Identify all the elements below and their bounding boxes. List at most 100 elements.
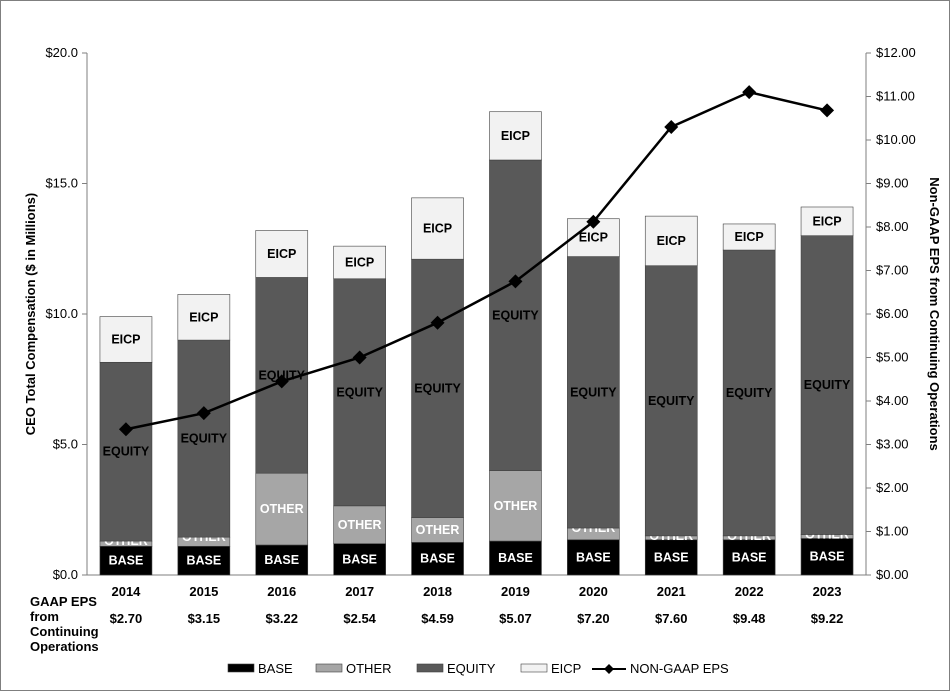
bar-equity: [489, 159, 542, 471]
gaap-eps-value: $3.15: [188, 611, 221, 626]
bar-equity: [177, 339, 231, 538]
bar-label-base: BASE: [186, 554, 221, 568]
right-tick-label: $2.00: [876, 480, 909, 495]
gaap-eps-label: from: [30, 609, 59, 624]
x-tick-label: 2016: [267, 584, 296, 599]
right-tick-label: $11.00: [876, 89, 915, 104]
right-tick-label: $8.00: [876, 219, 909, 234]
x-tick-label: 2019: [501, 584, 530, 599]
right-tick-label: $6.00: [876, 306, 909, 321]
bar-equity: [722, 249, 776, 537]
x-tick-label: 2023: [813, 584, 842, 599]
x-tick-label: 2014: [111, 584, 141, 599]
x-tick-label: 2018: [423, 584, 452, 599]
legend-swatch: [315, 663, 343, 673]
bar-eicp: [489, 111, 542, 161]
bar-label-eicp: EICP: [267, 247, 296, 261]
eps-marker: [664, 119, 679, 134]
bar-eicp: [800, 206, 854, 237]
bar-label-eicp: EICP: [579, 231, 608, 245]
legend-marker: [604, 664, 614, 674]
legend-label: EICP: [551, 661, 581, 676]
bar-label-eicp: EICP: [735, 230, 764, 244]
bar-base: [333, 543, 386, 576]
legend-label: NON-GAAP EPS: [630, 661, 729, 676]
bar-label-eicp: EICP: [111, 332, 140, 346]
x-tick-label: 2015: [189, 584, 218, 599]
bar-label-eicp: EICP: [345, 255, 374, 269]
bar-label-base: BASE: [576, 550, 611, 564]
bar-label-other: OTHER: [338, 518, 382, 532]
gaap-eps-label: GAAP EPS: [30, 594, 97, 609]
bar-base: [722, 539, 776, 576]
bar-other: [255, 472, 309, 546]
x-tick-label: 2017: [345, 584, 374, 599]
bar-other: [411, 517, 464, 543]
eps-marker: [274, 374, 289, 389]
bar-label-base: BASE: [498, 551, 533, 565]
bar-label-other: OTHER: [260, 502, 304, 516]
bar-label-base: BASE: [810, 550, 845, 564]
bar-eicp: [411, 197, 464, 260]
bar-label-equity: EQUITY: [181, 432, 228, 446]
gaap-eps-value: $2.54: [343, 611, 376, 626]
legend-swatch: [416, 663, 444, 673]
bar-eicp: [255, 230, 309, 278]
bar-label-base: BASE: [264, 553, 299, 567]
eps-marker: [508, 274, 523, 289]
bar-equity: [567, 256, 620, 529]
gaap-eps-value: $4.59: [421, 611, 454, 626]
bar-label-equity: EQUITY: [726, 386, 773, 400]
gaap-eps-value: $5.07: [499, 611, 532, 626]
bar-label-equity: EQUITY: [414, 381, 461, 395]
bar-label-equity: EQUITY: [336, 385, 383, 399]
legend-label: OTHER: [346, 661, 392, 676]
right-tick-label: $9.00: [876, 176, 909, 191]
bar-label-eicp: EICP: [657, 234, 686, 248]
x-tick-label: 2022: [735, 584, 764, 599]
eps-marker: [586, 214, 601, 229]
bar-eicp: [644, 215, 698, 267]
bar-eicp: [99, 316, 153, 363]
bar-equity: [99, 361, 153, 542]
bar-label-base: BASE: [654, 550, 689, 564]
bar-eicp: [333, 245, 386, 280]
bar-equity: [411, 258, 464, 518]
left-tick-label: $10.0: [45, 306, 78, 321]
eps-marker: [118, 422, 133, 437]
eps-marker: [196, 406, 211, 421]
bar-other: [333, 505, 386, 544]
bar-equity: [333, 278, 386, 507]
gaap-eps-value: $7.20: [577, 611, 610, 626]
legend-swatch: [227, 663, 255, 673]
bar-equity: [644, 265, 698, 537]
bar-label-other: OTHER: [416, 523, 460, 537]
right-tick-label: $0.00: [876, 567, 909, 582]
left-tick-label: $5.0: [53, 437, 78, 452]
gaap-eps-value: $9.48: [733, 611, 766, 626]
bar-base: [255, 544, 309, 576]
right-axis-title: Non-GAAP EPS from Continuing Operations: [927, 177, 942, 450]
bar-label-equity: EQUITY: [804, 378, 851, 392]
eps-marker: [430, 315, 445, 330]
right-tick-label: $10.00: [876, 132, 916, 147]
right-tick-label: $7.00: [876, 263, 909, 278]
bar-label-base: BASE: [732, 550, 767, 564]
bar-label-other: OTHER: [494, 499, 538, 513]
x-tick-label: 2021: [657, 584, 686, 599]
bar-eicp: [177, 294, 231, 341]
gaap-eps-label: Continuing: [30, 624, 99, 639]
eps-line: [125, 90, 828, 431]
left-tick-label: $0.0: [53, 567, 78, 582]
left-tick-label: $15.0: [45, 176, 78, 191]
legend-label: BASE: [258, 661, 293, 676]
right-tick-label: $5.00: [876, 350, 909, 365]
bar-label-eicp: EICP: [812, 214, 841, 228]
bar-base: [489, 540, 542, 576]
bar-label-equity: EQUITY: [570, 385, 617, 399]
bar-label-base: BASE: [109, 554, 144, 568]
left-tick-label: $20.0: [45, 45, 78, 60]
bar-base: [567, 539, 620, 576]
eps-marker: [352, 350, 367, 365]
